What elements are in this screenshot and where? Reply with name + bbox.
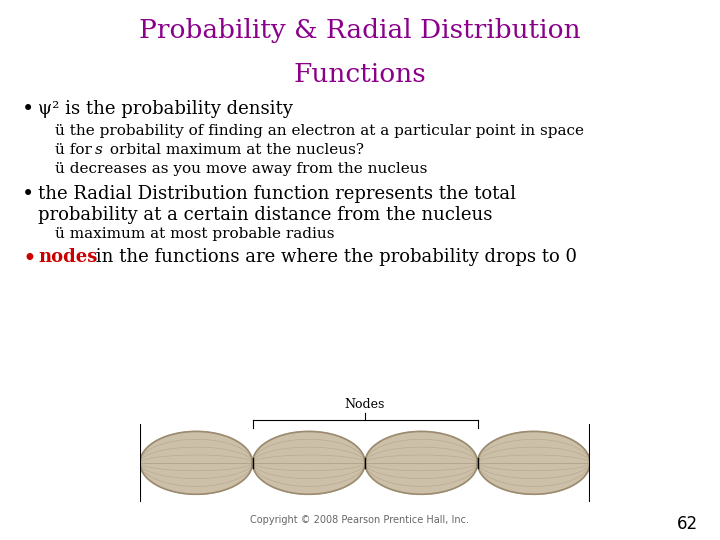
Polygon shape — [140, 431, 253, 494]
Text: ü maximum at most probable radius: ü maximum at most probable radius — [55, 227, 335, 241]
Text: •: • — [22, 248, 36, 271]
Text: nodes: nodes — [38, 248, 97, 266]
Text: Probability & Radial Distribution: Probability & Radial Distribution — [139, 18, 581, 43]
Text: ψ² is the probability density: ψ² is the probability density — [38, 100, 293, 118]
Text: orbital maximum at the nucleus?: orbital maximum at the nucleus? — [105, 143, 364, 157]
Text: in the functions are where the probability drops to 0: in the functions are where the probabili… — [90, 248, 577, 266]
Polygon shape — [477, 431, 590, 494]
Text: Functions: Functions — [294, 62, 426, 87]
Text: ü decreases as you move away from the nucleus: ü decreases as you move away from the nu… — [55, 162, 428, 176]
Text: ü for: ü for — [55, 143, 96, 157]
Text: the Radial Distribution function represents the total: the Radial Distribution function represe… — [38, 185, 516, 203]
Polygon shape — [365, 431, 477, 494]
Text: 62: 62 — [677, 515, 698, 533]
Text: ü the probability of finding an electron at a particular point in space: ü the probability of finding an electron… — [55, 124, 584, 138]
Polygon shape — [253, 431, 365, 494]
Text: probability at a certain distance from the nucleus: probability at a certain distance from t… — [38, 206, 492, 224]
Text: Copyright © 2008 Pearson Prentice Hall, Inc.: Copyright © 2008 Pearson Prentice Hall, … — [251, 515, 469, 525]
Text: s: s — [95, 143, 103, 157]
Text: •: • — [22, 185, 35, 204]
Text: •: • — [22, 100, 35, 119]
Text: Nodes: Nodes — [345, 398, 385, 411]
